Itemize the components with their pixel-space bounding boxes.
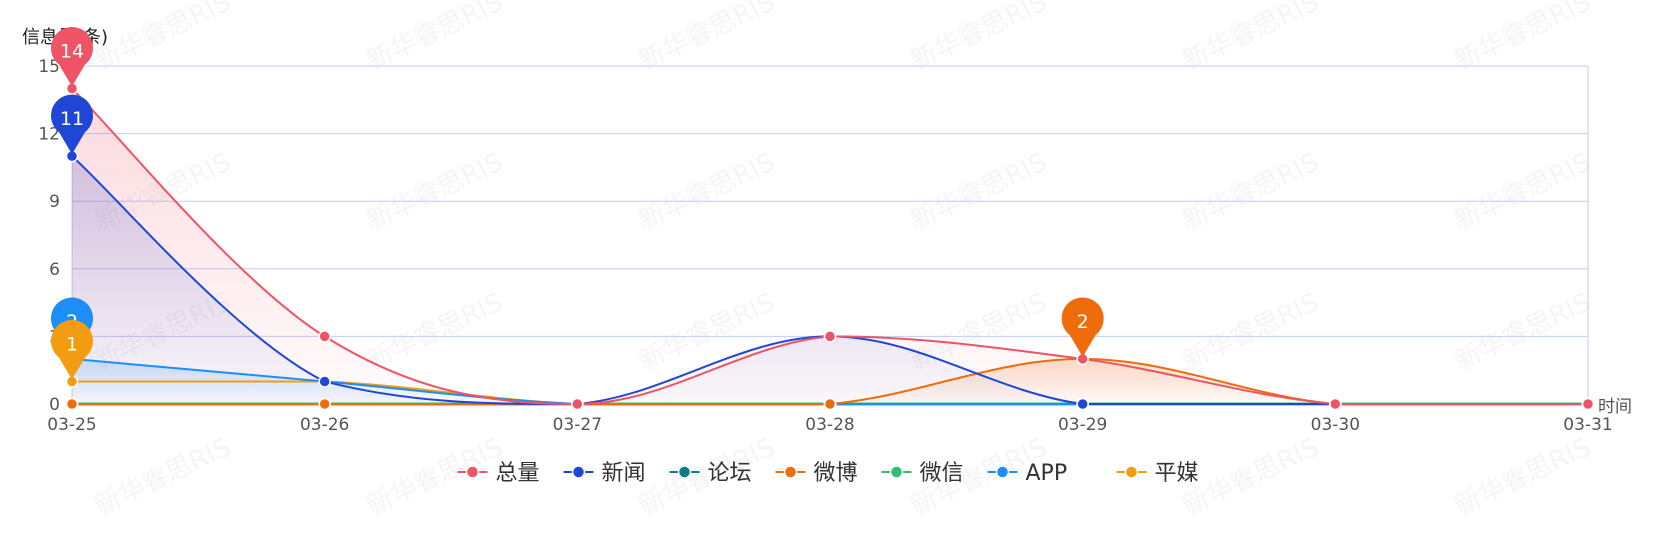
data-point-微博[interactable] xyxy=(823,397,837,411)
watermark-text: 新华睿思RIS xyxy=(1450,147,1595,236)
legend: 总量 新闻 论坛 微博 微信 APP 平媒 xyxy=(457,461,1199,486)
y-tick-label: 0 xyxy=(49,395,60,415)
watermark-text: 新华睿思RIS xyxy=(1450,287,1595,376)
watermark-text: 新华睿思RIS xyxy=(1178,287,1323,376)
series-areas xyxy=(72,88,1588,405)
pin-marker-平媒: 1 xyxy=(51,319,93,380)
legend-dot xyxy=(783,465,798,479)
pin-shape xyxy=(51,27,93,87)
legend-dot xyxy=(465,465,480,479)
legend-label: APP xyxy=(1026,461,1068,486)
watermark-text: 新华睿思RIS xyxy=(90,432,235,521)
pin-label: 14 xyxy=(60,41,84,63)
y-tick-label: 9 xyxy=(49,192,60,212)
pin-marker-新闻: 11 xyxy=(51,94,94,155)
legend-label: 总量 xyxy=(496,461,540,486)
data-point-新闻[interactable] xyxy=(318,375,331,388)
legend-label: 微博 xyxy=(814,461,858,486)
watermark-text: 新华睿思RIS xyxy=(634,147,779,236)
legend-item-APP[interactable]: APP xyxy=(987,461,1068,486)
watermark-text: 新华睿思RIS xyxy=(362,432,507,521)
legend-dot xyxy=(677,465,692,479)
x-tick-label: 03-27 xyxy=(553,415,602,435)
legend-label: 论坛 xyxy=(708,461,752,486)
data-point-总量[interactable] xyxy=(1581,397,1595,411)
watermark-layer: 新华睿思RIS 新华睿思RIS 新华睿思RIS 新华睿思RIS 新华睿思RIS 新华睿思R… xyxy=(90,0,1595,521)
watermark-text: 新华睿思RIS xyxy=(906,0,1051,76)
series-points xyxy=(65,82,1595,411)
data-point-新闻[interactable] xyxy=(1076,397,1089,411)
x-axis-title: 时间 xyxy=(1598,397,1632,417)
legend-dot xyxy=(1124,465,1139,479)
legend-item-论坛[interactable]: 论坛 xyxy=(669,461,752,486)
watermark-text: 新华睿思RIS xyxy=(906,147,1051,236)
legend-label: 平媒 xyxy=(1155,461,1199,486)
marker-pins: 2111142 xyxy=(51,27,1104,380)
legend-dot xyxy=(889,465,904,479)
legend-dot xyxy=(571,465,586,479)
x-tick-label: 03-30 xyxy=(1311,415,1360,435)
legend-label: 新闻 xyxy=(602,461,646,486)
watermark-text: 新华睿思RIS xyxy=(362,0,507,76)
pin-shape xyxy=(1061,297,1104,357)
x-tick-label: 03-25 xyxy=(47,415,96,435)
y-tick-label: 15 xyxy=(38,57,60,77)
watermark-text: 新华睿思RIS xyxy=(362,147,507,236)
watermark-text: 新华睿思RIS xyxy=(1178,147,1323,236)
pin-shape xyxy=(51,94,94,155)
legend-item-总量[interactable]: 总量 xyxy=(457,461,540,486)
y-tick-label: 12 xyxy=(38,125,60,145)
legend-label: 微信 xyxy=(920,461,964,486)
watermark-text: 新华睿思RIS xyxy=(1450,0,1595,76)
x-tick-label: 03-31 xyxy=(1563,415,1612,435)
pin-marker-总量: 14 xyxy=(51,27,93,87)
legend-dot xyxy=(995,465,1010,479)
data-point-总量[interactable] xyxy=(823,330,837,343)
legend-item-微信[interactable]: 微信 xyxy=(881,461,964,486)
watermark-text: 新华睿思RIS xyxy=(634,0,779,76)
x-tick-label: 03-28 xyxy=(805,415,854,435)
watermark-text: 新华睿思RIS xyxy=(1178,432,1323,521)
y-tick-label: 6 xyxy=(49,260,60,280)
pin-label: 2 xyxy=(1077,311,1089,333)
data-point-总量[interactable] xyxy=(571,397,584,411)
watermark-text: 新华睿思RIS xyxy=(362,287,507,376)
legend-item-平媒[interactable]: 平媒 xyxy=(1116,461,1199,486)
x-tick-label: 03-29 xyxy=(1058,415,1107,435)
watermark-text: 新华睿思RIS xyxy=(90,0,235,76)
data-point-微博[interactable] xyxy=(65,397,79,411)
data-point-总量[interactable] xyxy=(1329,397,1342,411)
pin-label: 11 xyxy=(60,108,84,130)
legend-item-微博[interactable]: 微博 xyxy=(775,461,858,486)
legend-item-新闻[interactable]: 新闻 xyxy=(563,461,646,486)
pin-marker-微博: 2 xyxy=(1061,297,1104,357)
pin-shape xyxy=(51,319,93,380)
series-area-总量 xyxy=(72,88,1588,405)
x-tick-label: 03-26 xyxy=(300,415,349,435)
axes: 信息量(条) 时间 0369121503-2503-2603-2703-2803… xyxy=(22,27,1632,435)
data-point-总量[interactable] xyxy=(318,330,331,343)
watermark-text: 新华睿思RIS xyxy=(1450,432,1595,521)
pin-label: 1 xyxy=(66,333,78,355)
data-point-微博[interactable] xyxy=(318,397,331,411)
watermark-text: 新华睿思RIS xyxy=(1178,0,1323,76)
